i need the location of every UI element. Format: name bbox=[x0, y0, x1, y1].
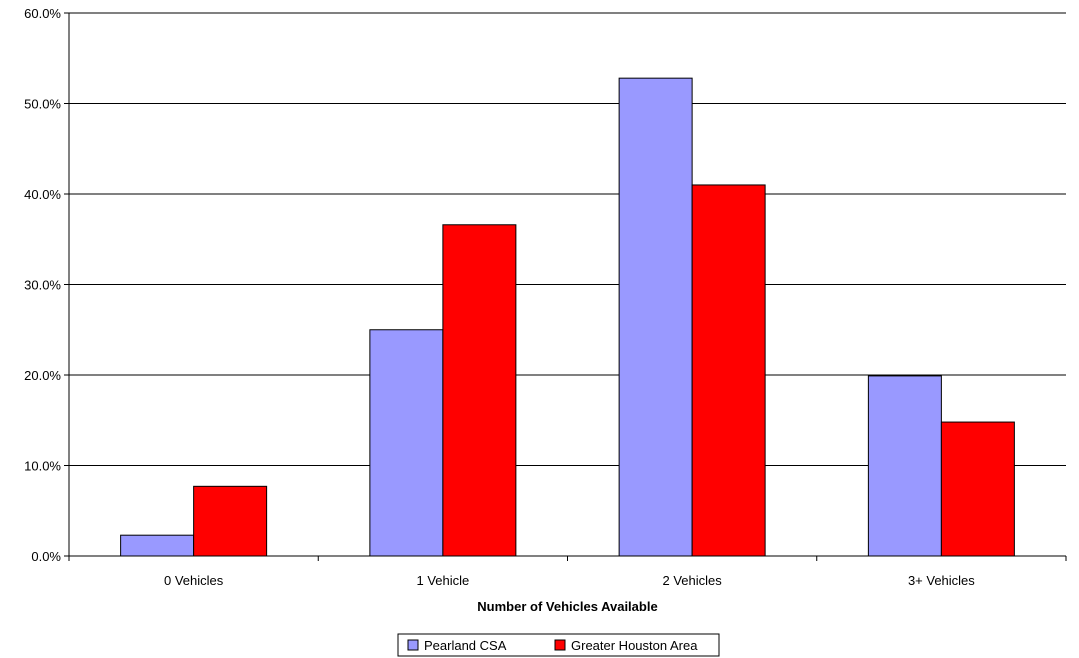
x-category-label: 0 Vehicles bbox=[164, 573, 224, 588]
legend-swatch bbox=[554, 639, 566, 651]
bar-houston bbox=[193, 485, 268, 557]
legend-swatch bbox=[407, 639, 419, 651]
y-tick-label: 0.0% bbox=[31, 549, 61, 564]
x-category-labels: 0 Vehicles 1 Vehicle 2 Vehicles 3+ Vehicles bbox=[164, 573, 975, 588]
x-category-label: 2 Vehicles bbox=[662, 573, 722, 588]
y-tick-label: 60.0% bbox=[24, 6, 61, 21]
y-tick-label: 10.0% bbox=[24, 459, 61, 474]
legend-label: Pearland CSA bbox=[424, 638, 507, 653]
y-tick-label: 50.0% bbox=[24, 97, 61, 112]
bar-pearland bbox=[120, 534, 195, 557]
bar-pearland bbox=[618, 77, 693, 557]
x-category-label: 1 Vehicle bbox=[416, 573, 469, 588]
y-tick-label: 40.0% bbox=[24, 187, 61, 202]
axes bbox=[64, 12, 1067, 561]
y-tick-labels: 0.0% 10.0% 20.0% 30.0% 40.0% 50.0% 60.0% bbox=[24, 6, 61, 564]
bar-pearland bbox=[369, 329, 444, 557]
bar-pearland bbox=[867, 375, 942, 557]
x-category-label: 3+ Vehicles bbox=[908, 573, 975, 588]
x-axis-title: Number of Vehicles Available bbox=[477, 599, 657, 614]
bar-houston bbox=[442, 224, 517, 557]
y-tick-label: 20.0% bbox=[24, 368, 61, 383]
bar-houston bbox=[691, 184, 766, 557]
y-tick-label: 30.0% bbox=[24, 278, 61, 293]
legend: Pearland CSA Greater Houston Area bbox=[397, 633, 720, 657]
bar-houston bbox=[940, 421, 1015, 557]
legend-label: Greater Houston Area bbox=[571, 638, 698, 653]
bars bbox=[120, 77, 1015, 557]
